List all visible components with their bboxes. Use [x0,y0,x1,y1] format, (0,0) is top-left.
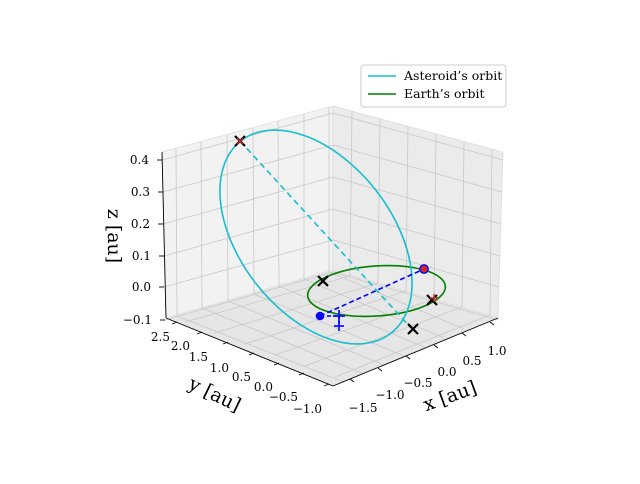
asteroid-apsides-line [239,140,413,330]
red-x-marker [236,137,244,145]
x-tick [433,344,439,349]
y-tick [196,331,203,335]
x-tick-label: −1.0 [375,388,404,402]
y-tick [298,372,305,376]
y-tick [248,352,255,356]
grid-line [226,134,229,302]
pane-group [161,105,504,387]
red-point-marker [419,264,429,274]
x-marker [317,275,329,287]
grid-line [332,176,502,225]
grid-line [164,271,334,321]
grid-line [332,144,503,193]
grid-line [163,208,334,257]
y-tick [273,362,280,366]
grid-line [328,271,465,330]
blue-point-marker [315,311,325,321]
grid-line [175,148,178,317]
z-tick-label: −0.1 [123,313,152,327]
legend-label-asteroid: Asteroid’s orbit [403,68,502,83]
y-tick-label: −0.5 [269,390,298,404]
y-tick-label: −1.0 [293,402,322,416]
grid-line [332,112,504,161]
x-tick [405,355,411,360]
y-tick-labels: −1.0 −0.5 0.0 0.5 1.0 1.5 2.0 2.5 [151,330,322,416]
y-tick [171,321,178,325]
y-tick [323,383,330,387]
x-tick-label: 1.0 [487,344,506,358]
y-tick [222,341,229,345]
z-axis-label: z [au] [103,209,125,263]
z-axis-line [161,151,167,319]
axis-lines [161,151,499,387]
x-tick [377,367,383,372]
z-tick-label: 0.4 [130,153,149,167]
blue-plus-marker [334,321,344,331]
z-tick-label: 0.0 [132,280,151,294]
x-tick-label: 0.5 [462,354,481,368]
grid-line [334,314,491,378]
legend-label-earth: Earth’s orbit [404,86,485,101]
blue-dashed-line [319,268,425,317]
grid-line [332,271,499,321]
x-axis-line [332,317,499,387]
y-tick-label: 1.5 [189,350,208,364]
grid-line [303,278,445,339]
data-layer [219,129,447,345]
grid-line [184,275,351,323]
grid-line [405,125,409,292]
grid-line [201,307,365,375]
y-axis-line [165,317,334,387]
grid-line [163,239,334,288]
x-tick-label: 0.0 [437,365,456,379]
grid-line [461,141,465,308]
x-marker [407,323,419,335]
grid-line [227,300,385,366]
grid-line [176,315,345,383]
x-tick-label: −1.5 [348,401,377,415]
grid-line [349,110,353,277]
grid-line [252,127,255,295]
x-tick-label: −0.5 [403,376,432,390]
x-marker [426,294,438,306]
x-tick [349,378,355,383]
grid-line [277,120,280,287]
grid-group [161,107,504,383]
y-tick-label: 0.0 [254,380,273,394]
grid-line [332,239,500,288]
y-tick-label: 1.0 [210,361,229,375]
grid-line [489,148,493,316]
legend-box [360,64,507,108]
y-tick-label: 2.5 [151,330,170,344]
earth-orbit-line [306,264,447,318]
z-tick-label: 0.2 [131,217,150,231]
blue-plus-marker [333,310,345,322]
x-tick [489,321,495,326]
z-tick-labels: −0.1 0.0 0.1 0.2 0.3 0.4 [123,153,152,327]
z-tick-label: 0.3 [131,185,150,199]
y-tick-label: 0.5 [232,370,251,384]
z-tick-label: 0.1 [132,249,151,263]
grid-line [244,290,407,345]
grid-line [162,176,334,225]
grid-line [377,118,381,284]
x-tick [461,332,467,337]
grid-line [214,282,379,334]
x-tick-labels: −1.5 −1.0 −0.5 0.0 0.5 1.0 [348,344,506,415]
grid-line [433,133,437,300]
grid-line [304,306,463,367]
grid-line [253,293,405,357]
y-tick-label: 2.0 [171,339,190,353]
grid-line [332,208,501,257]
legend: Asteroid’s orbit Earth’s orbit [360,64,507,108]
tick-marks [157,159,495,387]
red-plus-marker [430,294,438,302]
grid-line [162,144,334,193]
grid-line [200,141,203,309]
